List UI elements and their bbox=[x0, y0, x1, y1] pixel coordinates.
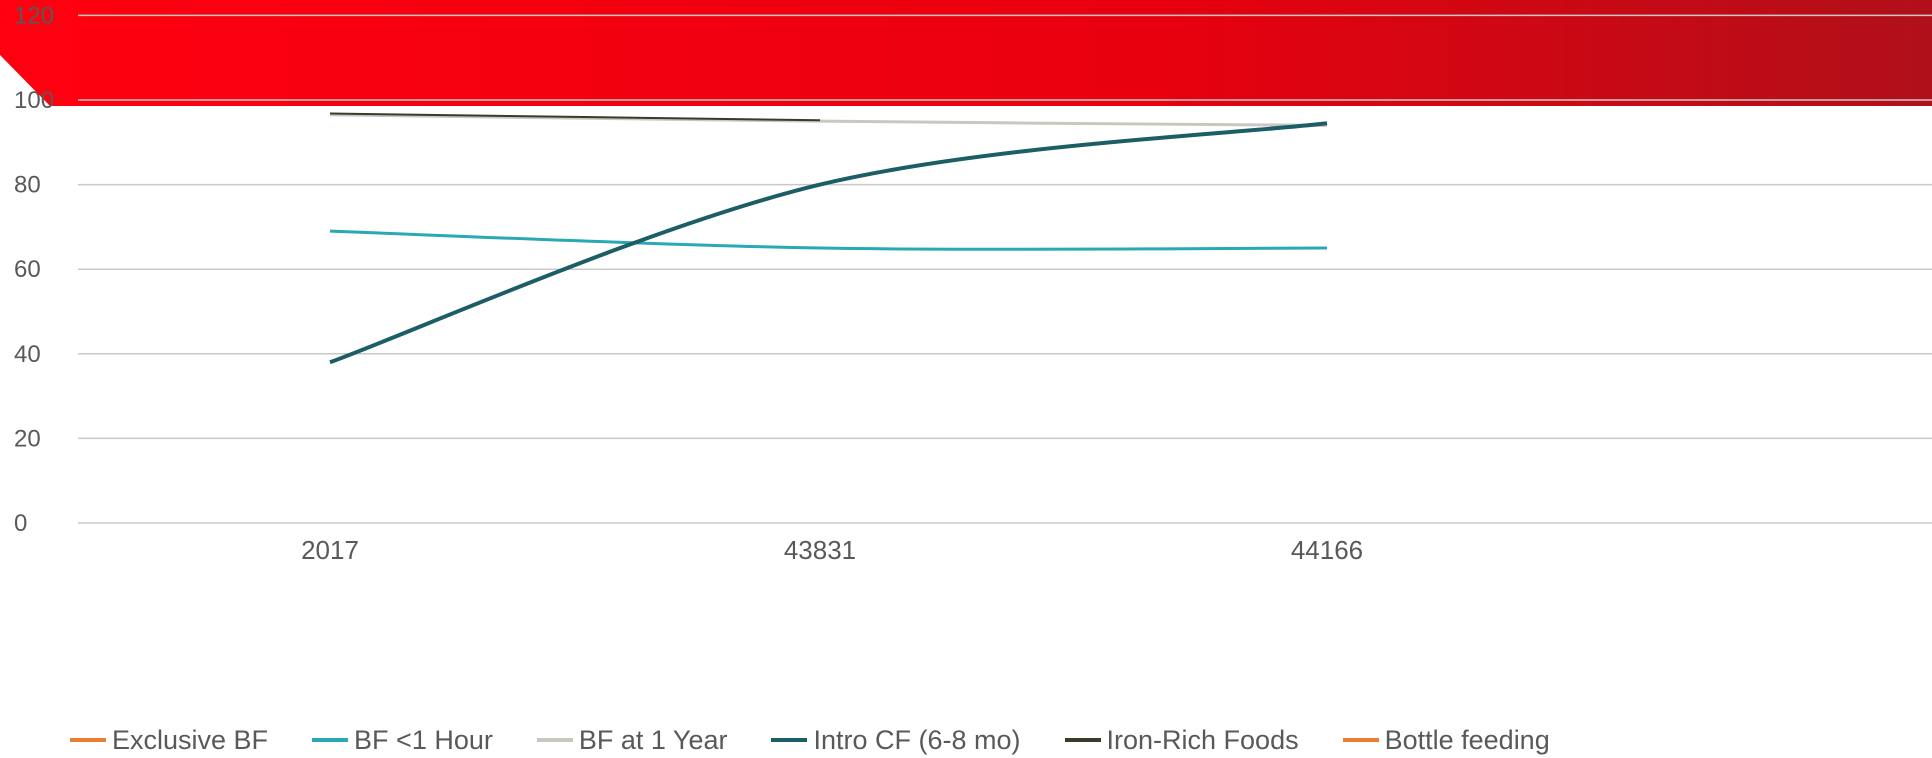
legend-item: Iron-Rich Foods bbox=[1064, 724, 1299, 756]
x-tick-label: 2017 bbox=[301, 535, 359, 565]
y-tick-label: 40 bbox=[14, 341, 41, 368]
y-tick-label: 100 bbox=[14, 87, 54, 114]
legend-label: BF <1 Hour bbox=[354, 724, 493, 755]
legend-item: Exclusive BF bbox=[70, 725, 268, 756]
y-tick-label: 0 bbox=[14, 510, 27, 537]
series-line-intro-cf-6-8-mo- bbox=[329, 121, 1328, 365]
legend-item: Bottle feeding bbox=[1342, 724, 1550, 756]
series-lines bbox=[329, 112, 1328, 365]
x-tick-label: 43831 bbox=[784, 535, 856, 565]
legend-swatch bbox=[70, 738, 106, 742]
legend-swatch bbox=[536, 738, 573, 742]
legend-item: BF <1 Hour bbox=[312, 725, 493, 756]
legend-label: Intro CF (6-8 mo) bbox=[813, 724, 1021, 755]
series-line-bf-1-hour bbox=[329, 229, 1328, 251]
header-banner bbox=[0, 0, 1932, 106]
legend: Exclusive BF BF <1 Hour BF at 1 Year Intro … bbox=[70, 722, 1930, 758]
gridlines bbox=[78, 14, 1932, 524]
series-line-iron-rich-foods bbox=[329, 112, 821, 122]
y-tick-label: 120 bbox=[14, 2, 54, 29]
legend-label: Exclusive BF bbox=[112, 724, 269, 755]
legend-item: BF at 1 Year bbox=[536, 724, 728, 756]
x-tick-label: 44166 bbox=[1291, 535, 1363, 565]
legend-label: Bottle feeding bbox=[1384, 724, 1550, 755]
legend-item: Intro CF (6-8 mo) bbox=[771, 724, 1021, 756]
legend-label: BF at 1 Year bbox=[578, 724, 728, 755]
legend-swatch bbox=[771, 738, 808, 742]
legend-swatch bbox=[1064, 738, 1101, 742]
legend-label: Iron-Rich Foods bbox=[1106, 724, 1299, 755]
y-tick-label: 20 bbox=[14, 425, 41, 452]
y-tick-label: 80 bbox=[14, 172, 41, 199]
y-tick-label: 60 bbox=[14, 256, 41, 283]
series-line-bf-at-1-year bbox=[329, 113, 1328, 127]
legend-swatch bbox=[312, 738, 349, 742]
x-axis-ticks: 2017 43831 44166 bbox=[301, 535, 1363, 565]
y-axis-ticks: 0 20 40 60 80 100 120 bbox=[14, 2, 54, 537]
legend-swatch bbox=[1342, 738, 1379, 742]
